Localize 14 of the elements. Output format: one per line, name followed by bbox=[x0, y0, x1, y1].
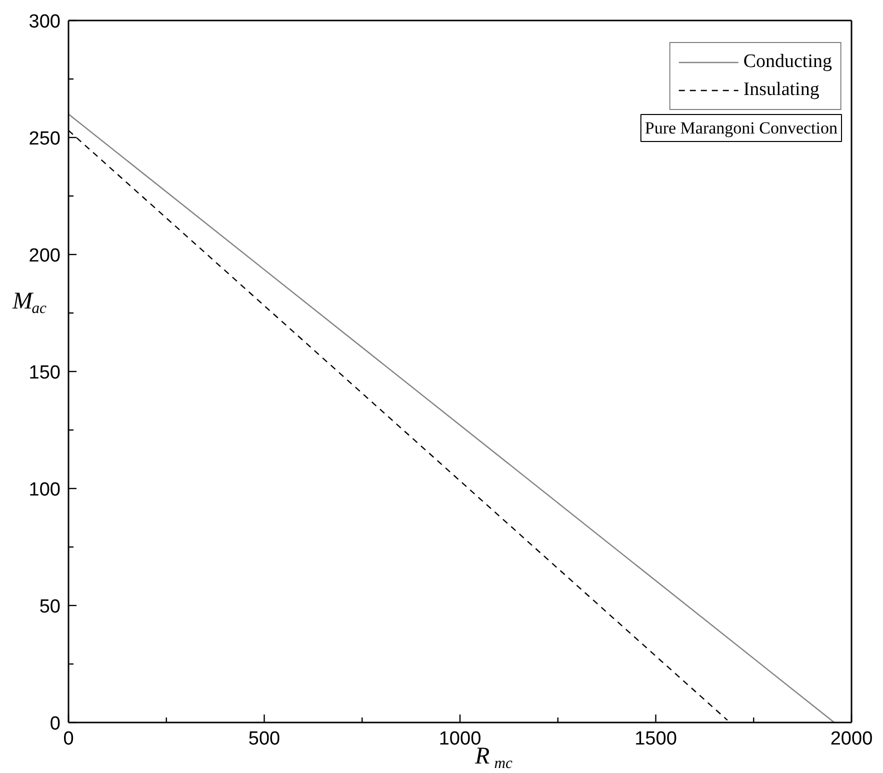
x-tick-label: 500 bbox=[248, 728, 280, 750]
x-tick-label: 2000 bbox=[830, 728, 873, 750]
x-tick-label: 1500 bbox=[634, 728, 677, 750]
y-tick-label: 50 bbox=[39, 596, 61, 618]
x-tick-label: 0 bbox=[63, 728, 74, 750]
y-tick-label: 100 bbox=[28, 480, 60, 500]
y-tick-label: 200 bbox=[28, 246, 60, 266]
y-tick-label: 250 bbox=[28, 128, 60, 150]
legend-label: Insulating bbox=[743, 79, 820, 101]
annotation: Pure Marangoni Convection bbox=[644, 118, 838, 138]
y-tick-label: 300 bbox=[28, 12, 60, 32]
legend-label: Conducting bbox=[743, 51, 832, 73]
y-tick-label: 150 bbox=[28, 362, 60, 384]
y-tick-label: 0 bbox=[50, 714, 61, 734]
